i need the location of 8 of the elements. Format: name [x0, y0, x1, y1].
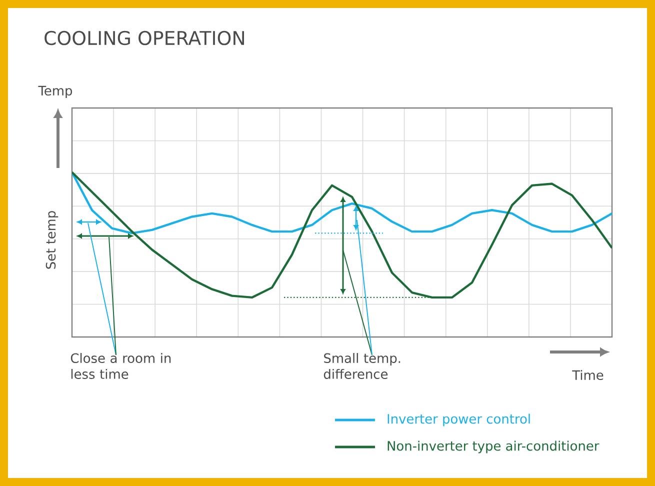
legend-label: Inverter power control	[388, 414, 530, 426]
text: Close a room in less time	[70, 353, 171, 379]
chart-title: COOLING OPERATION	[44, 30, 244, 46]
text: Small temp. difference	[324, 353, 400, 379]
x-axis-title: Time	[572, 370, 604, 380]
text: Set temp	[46, 211, 58, 269]
legend-label: Non-inverter type air-conditioner	[388, 440, 600, 454]
text: Temp	[38, 86, 72, 98]
